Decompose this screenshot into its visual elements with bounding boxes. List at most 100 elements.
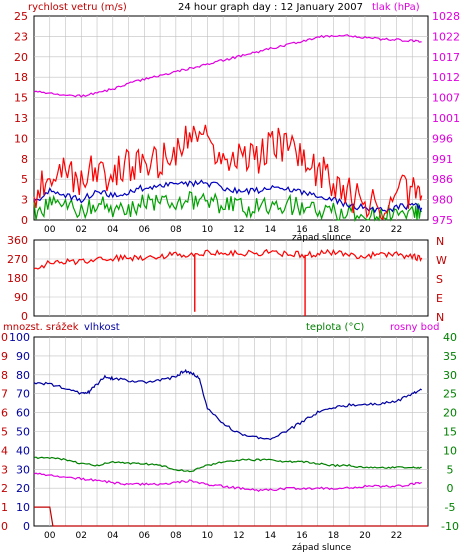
x-tick-label: 04 <box>107 531 119 541</box>
wind-tick-label: 13 <box>14 112 28 125</box>
temperature-tick-label: -5 <box>445 501 456 514</box>
pressure-tick-label: 986 <box>432 173 453 186</box>
compass-tick-label: S <box>436 273 443 286</box>
x-tick-label: 22 <box>391 225 402 235</box>
rain-tick-label: 3 <box>1 463 8 476</box>
pressure-tick-label: 1012 <box>432 71 460 84</box>
x-tick-label: 08 <box>170 531 182 541</box>
temperature-tick-label: 5 <box>447 463 454 476</box>
x-tick-label: 08 <box>170 225 182 235</box>
pressure-tick-label: 1028 <box>432 10 460 23</box>
rain-tick-label: 0 <box>1 520 8 533</box>
compass-tick-label: W <box>436 254 447 267</box>
x-tick-label: 20 <box>359 225 371 235</box>
wind-axis-title: rychlost vetru (m/s) <box>28 2 127 13</box>
x-tick-label: 02 <box>76 225 87 235</box>
wind-gust-line <box>33 124 423 221</box>
rain-tick-label: 10 <box>0 331 8 344</box>
wind-low-line <box>33 190 423 223</box>
wind-direction-line <box>33 248 423 270</box>
wind-tick-label: 8 <box>21 153 28 166</box>
temperature-tick-label: 30 <box>443 369 457 382</box>
x-tick-label: 06 <box>139 225 151 235</box>
sunset-label-bottom: západ slunce <box>292 543 352 553</box>
humidity-tick-label: 80 <box>16 369 30 382</box>
rain-line <box>34 506 428 527</box>
x-tick-label: 10 <box>202 531 214 541</box>
humidity-tick-label: 0 <box>23 520 30 533</box>
direction-tick-label: 90 <box>14 291 28 304</box>
rain-tick-label: 8 <box>1 369 8 382</box>
temperature-line <box>33 456 422 473</box>
humidity-line <box>33 368 423 441</box>
compass-tick-label: N <box>436 311 444 324</box>
pressure-tick-label: 991 <box>432 153 453 166</box>
humidity-axis-title: vlhkost <box>84 322 120 333</box>
humidity-tick-label: 40 <box>16 444 30 457</box>
x-tick-label: 18 <box>328 225 340 235</box>
x-tick-label: 18 <box>328 531 340 541</box>
compass-tick-label: N <box>436 235 444 248</box>
pressure-tick-label: 1001 <box>432 112 460 125</box>
x-tick-label: 02 <box>76 531 87 541</box>
rain-tick-label: 4 <box>1 444 8 457</box>
humidity-tick-label: 50 <box>16 426 30 439</box>
rain-tick-label: 6 <box>1 407 8 420</box>
temperature-tick-label: -10 <box>441 520 459 533</box>
chart-title: 24 hour graph day : 12 January 2007 <box>178 2 363 13</box>
direction-tick-label: 270 <box>7 253 28 266</box>
wind-tick-label: 0 <box>21 214 28 227</box>
pressure-axis-title: tlak (hPa) <box>372 2 420 13</box>
temperature-tick-label: 15 <box>443 426 457 439</box>
wind-tick-label: 5 <box>21 173 28 186</box>
pressure-tick-label: 1007 <box>432 92 460 105</box>
direction-tick-label: 180 <box>7 272 28 285</box>
humidity-tick-label: 30 <box>16 463 30 476</box>
dew-point-line <box>33 472 422 492</box>
temperature-axis-title: teplota (°C) <box>306 322 364 333</box>
temperature-tick-label: 40 <box>443 331 457 344</box>
rain-tick-label: 1 <box>1 501 8 514</box>
x-tick-label: 14 <box>265 225 277 235</box>
direction-tick-label: 0 <box>21 310 28 323</box>
x-tick-label: 06 <box>139 531 151 541</box>
wind-tick-label: 23 <box>14 30 28 43</box>
humidity-tick-label: 90 <box>16 350 30 363</box>
humidity-tick-label: 60 <box>16 407 30 420</box>
x-tick-label: 16 <box>296 225 308 235</box>
temperature-tick-label: 20 <box>443 407 457 420</box>
rain-axis-title: mnozst. srážek <box>3 321 79 333</box>
rain-tick-label: 2 <box>1 482 8 495</box>
wind-pressure-panel: 0358101315182023259759809869919961001100… <box>14 10 460 235</box>
sunset-label-top: západ slunce <box>292 233 352 243</box>
wind-tick-label: 18 <box>14 71 28 84</box>
direction-tick-label: 360 <box>7 234 28 247</box>
temperature-tick-label: 35 <box>443 350 457 363</box>
x-tick-label: 10 <box>202 225 214 235</box>
humidity-tick-label: 10 <box>16 501 30 514</box>
humidity-temp-panel: 0123456789100102030405060708090100-10-50… <box>0 331 459 541</box>
temperature-tick-label: 0 <box>447 482 454 495</box>
pressure-line <box>33 34 422 98</box>
wind-mean-line <box>33 179 423 214</box>
x-tick-label: 00 <box>44 531 56 541</box>
compass-tick-label: E <box>436 292 443 305</box>
humidity-tick-label: 20 <box>16 482 30 495</box>
pressure-tick-label: 1017 <box>432 51 460 64</box>
humidity-tick-label: 100 <box>9 331 30 344</box>
humidity-tick-label: 70 <box>16 388 30 401</box>
rain-tick-label: 5 <box>1 426 8 439</box>
wind-tick-label: 25 <box>14 10 28 23</box>
dew-point-axis-title: rosny bod <box>390 322 439 333</box>
wind-tick-label: 20 <box>14 51 28 64</box>
rain-tick-label: 9 <box>1 350 8 363</box>
x-tick-label: 00 <box>44 225 56 235</box>
x-tick-label: 12 <box>233 531 244 541</box>
x-tick-label: 04 <box>107 225 119 235</box>
pressure-tick-label: 996 <box>432 132 453 145</box>
pressure-tick-label: 980 <box>432 194 453 207</box>
temperature-tick-label: 10 <box>443 444 457 457</box>
x-tick-label: 16 <box>296 531 308 541</box>
